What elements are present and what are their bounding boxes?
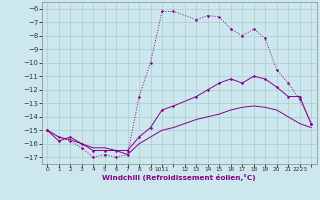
X-axis label: Windchill (Refroidissement éolien,°C): Windchill (Refroidissement éolien,°C) <box>102 174 256 181</box>
